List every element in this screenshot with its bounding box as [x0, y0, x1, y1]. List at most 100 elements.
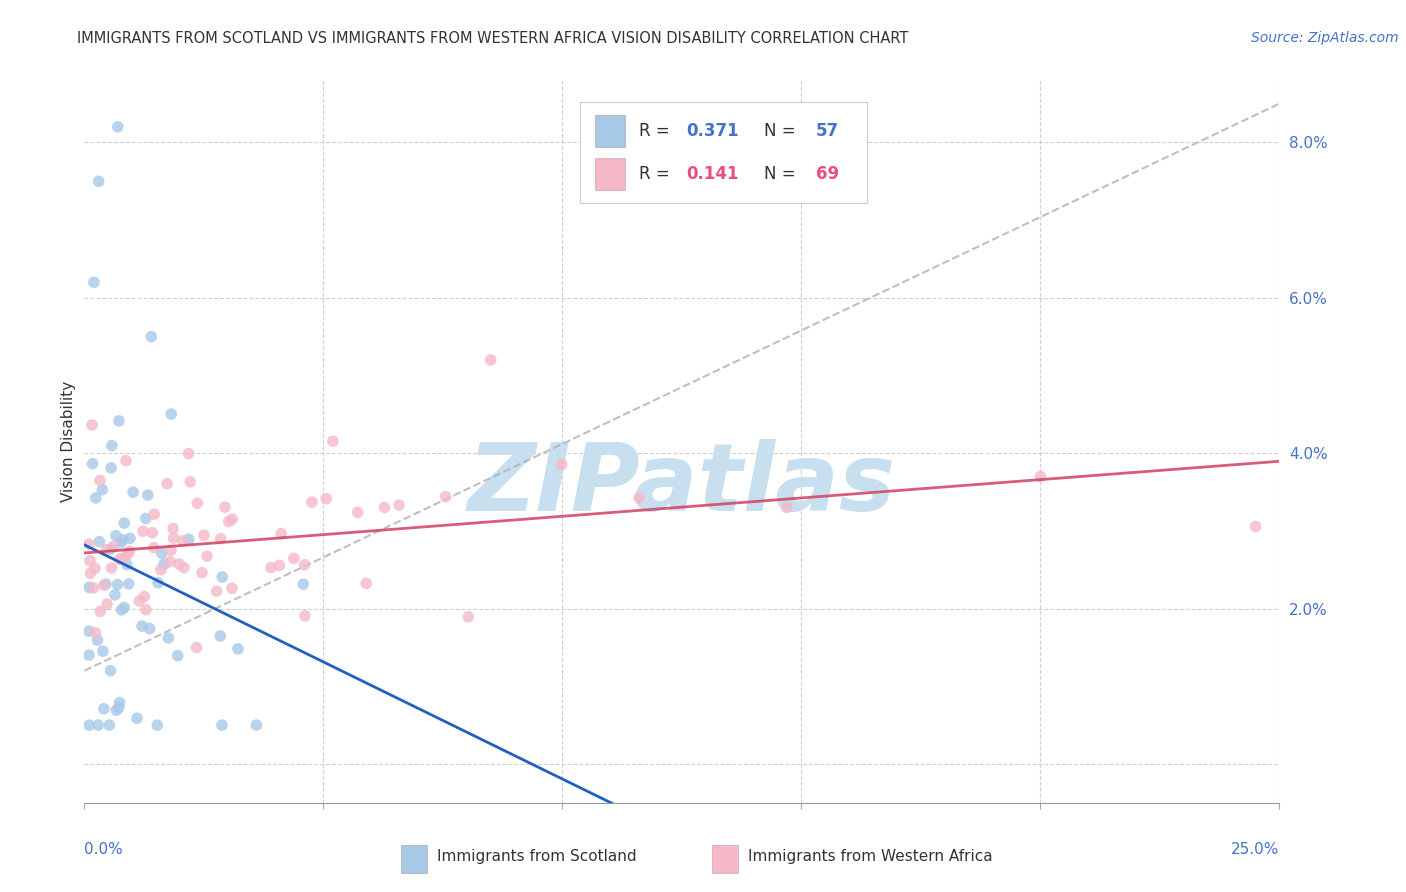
- Text: 0.0%: 0.0%: [84, 842, 124, 856]
- Point: [162, 531, 184, 545]
- Point: [112, 516, 135, 530]
- Point: [118, 531, 141, 545]
- Point: [104, 528, 127, 542]
- Point: [373, 500, 395, 515]
- Point: [96, 542, 118, 557]
- Point: [77, 718, 100, 732]
- Point: [166, 648, 188, 663]
- Point: [160, 543, 183, 558]
- Point: [1244, 519, 1267, 533]
- Point: [315, 491, 337, 506]
- FancyBboxPatch shape: [581, 102, 868, 203]
- Bar: [401, 846, 427, 873]
- Point: [193, 528, 215, 542]
- Point: [177, 447, 200, 461]
- Point: [146, 718, 169, 732]
- Text: ZIPatlas: ZIPatlas: [468, 439, 896, 531]
- Point: [108, 700, 131, 714]
- Text: R =: R =: [638, 122, 675, 140]
- Point: [122, 485, 145, 500]
- Point: [172, 533, 194, 548]
- Text: N =: N =: [765, 122, 801, 140]
- Point: [1029, 469, 1052, 483]
- Text: IMMIGRANTS FROM SCOTLAND VS IMMIGRANTS FROM WESTERN AFRICA VISION DISABILITY COR: IMMIGRANTS FROM SCOTLAND VS IMMIGRANTS F…: [77, 31, 908, 46]
- Point: [173, 560, 195, 574]
- Point: [93, 702, 115, 716]
- Point: [628, 491, 651, 505]
- Bar: [595, 158, 624, 191]
- Point: [167, 557, 190, 571]
- Point: [108, 696, 131, 710]
- Point: [156, 476, 179, 491]
- Point: [111, 551, 134, 566]
- Text: R =: R =: [638, 165, 675, 183]
- Text: 57: 57: [815, 122, 839, 140]
- Text: 69: 69: [815, 165, 839, 183]
- Point: [91, 483, 114, 497]
- Point: [346, 505, 368, 519]
- Point: [269, 558, 291, 573]
- Text: 25.0%: 25.0%: [1232, 842, 1279, 856]
- Point: [270, 526, 292, 541]
- Point: [101, 439, 124, 453]
- Point: [112, 600, 135, 615]
- Point: [479, 353, 502, 368]
- Point: [98, 718, 121, 732]
- Point: [86, 633, 108, 648]
- Point: [83, 275, 105, 289]
- Point: [294, 608, 316, 623]
- Point: [104, 588, 127, 602]
- Point: [143, 507, 166, 521]
- Text: 0.141: 0.141: [686, 165, 740, 183]
- Point: [205, 584, 228, 599]
- Point: [115, 558, 138, 572]
- Point: [160, 407, 183, 421]
- Point: [118, 577, 141, 591]
- Point: [89, 534, 111, 549]
- Point: [115, 548, 138, 562]
- Point: [83, 581, 105, 595]
- Point: [211, 570, 233, 584]
- Point: [209, 629, 232, 643]
- Point: [245, 718, 267, 732]
- Point: [91, 644, 114, 658]
- Point: [82, 457, 104, 471]
- Point: [93, 578, 115, 592]
- Point: [125, 711, 148, 725]
- Point: [89, 604, 111, 618]
- Point: [177, 533, 200, 547]
- Point: [157, 631, 180, 645]
- Point: [132, 524, 155, 539]
- Point: [96, 597, 118, 611]
- Point: [115, 453, 138, 467]
- Point: [283, 551, 305, 566]
- Point: [107, 120, 129, 134]
- Point: [84, 561, 107, 575]
- Point: [77, 580, 100, 594]
- Point: [322, 434, 344, 449]
- Text: Immigrants from Western Africa: Immigrants from Western Africa: [748, 849, 993, 864]
- Point: [218, 515, 240, 529]
- Point: [108, 414, 131, 428]
- Point: [77, 537, 100, 551]
- Point: [301, 495, 323, 509]
- Point: [149, 563, 172, 577]
- Point: [100, 664, 122, 678]
- Point: [159, 555, 181, 569]
- Point: [100, 461, 122, 475]
- Text: Source: ZipAtlas.com: Source: ZipAtlas.com: [1251, 31, 1399, 45]
- Point: [135, 603, 157, 617]
- Point: [100, 561, 122, 575]
- Point: [105, 703, 128, 717]
- Text: Immigrants from Scotland: Immigrants from Scotland: [437, 849, 637, 864]
- Point: [195, 549, 218, 564]
- Point: [84, 625, 107, 640]
- Text: 0.371: 0.371: [686, 122, 740, 140]
- Text: N =: N =: [765, 165, 801, 183]
- Point: [146, 575, 169, 590]
- Point: [79, 554, 101, 568]
- Point: [221, 582, 243, 596]
- Point: [112, 533, 135, 547]
- Point: [186, 496, 208, 510]
- Point: [457, 609, 479, 624]
